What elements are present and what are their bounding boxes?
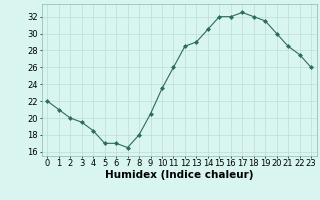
X-axis label: Humidex (Indice chaleur): Humidex (Indice chaleur) bbox=[105, 170, 253, 180]
